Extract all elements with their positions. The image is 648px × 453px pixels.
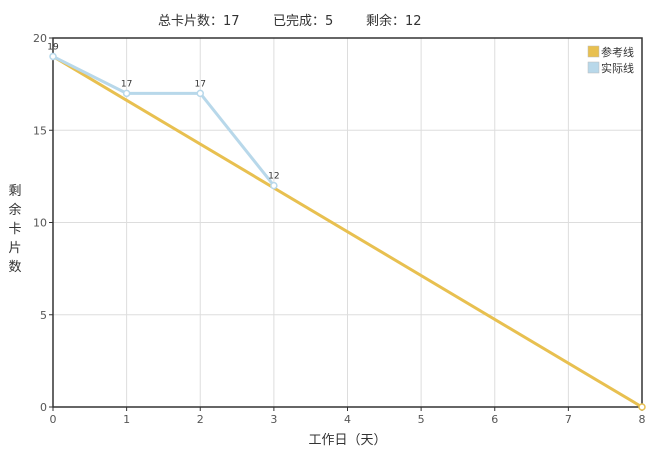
series-line-reference: [52, 55, 643, 409]
y-tick-label: 0: [40, 401, 47, 414]
legend-swatch: [587, 61, 600, 74]
data-label: 19: [47, 42, 59, 52]
y-tick-label: 5: [40, 309, 47, 322]
x-tick-label: 5: [418, 413, 425, 426]
legend-label: 参考线: [601, 45, 634, 59]
data-point: [638, 403, 646, 411]
legend-swatch: [587, 45, 600, 58]
total-cards-label: 总卡片数：17: [158, 14, 240, 29]
y-tick-label: 10: [33, 217, 47, 230]
x-tick-label: 7: [565, 413, 572, 426]
x-axis-title: 工作日（天）: [308, 433, 386, 448]
x-tick-label: 6: [491, 413, 498, 426]
x-tick-label: 2: [197, 413, 204, 426]
data-point: [196, 89, 204, 98]
series-group: 19 17 17 12: [47, 42, 646, 411]
done-cards-label: 已完成：5: [273, 14, 334, 29]
x-tick-label: 1: [123, 413, 130, 426]
data-point: [270, 181, 278, 190]
data-label: 17: [121, 79, 132, 89]
y-tick-label: 20: [33, 32, 47, 45]
y-axis-title-char: 卡: [8, 222, 21, 237]
data-label: 17: [195, 79, 206, 89]
y-axis-title-char: 余: [8, 202, 21, 218]
data-point: [49, 52, 57, 61]
y-axis-title-char: 剩: [8, 184, 21, 199]
y-axis-title-char: 数: [8, 260, 21, 275]
x-tick-label: 8: [639, 413, 646, 426]
x-tick-label: 3: [270, 413, 277, 426]
x-tick-label: 4: [344, 413, 351, 426]
data-point: [122, 89, 131, 98]
y-axis-title-char: 片: [8, 241, 21, 256]
remaining-cards-label: 剩余：12: [366, 14, 422, 29]
legend-label: 实际线: [601, 61, 634, 75]
x-tick-label: 0: [50, 413, 57, 426]
series-line-actual: [52, 55, 276, 187]
data-label: 12: [268, 172, 279, 182]
y-tick-label: 15: [33, 124, 47, 137]
